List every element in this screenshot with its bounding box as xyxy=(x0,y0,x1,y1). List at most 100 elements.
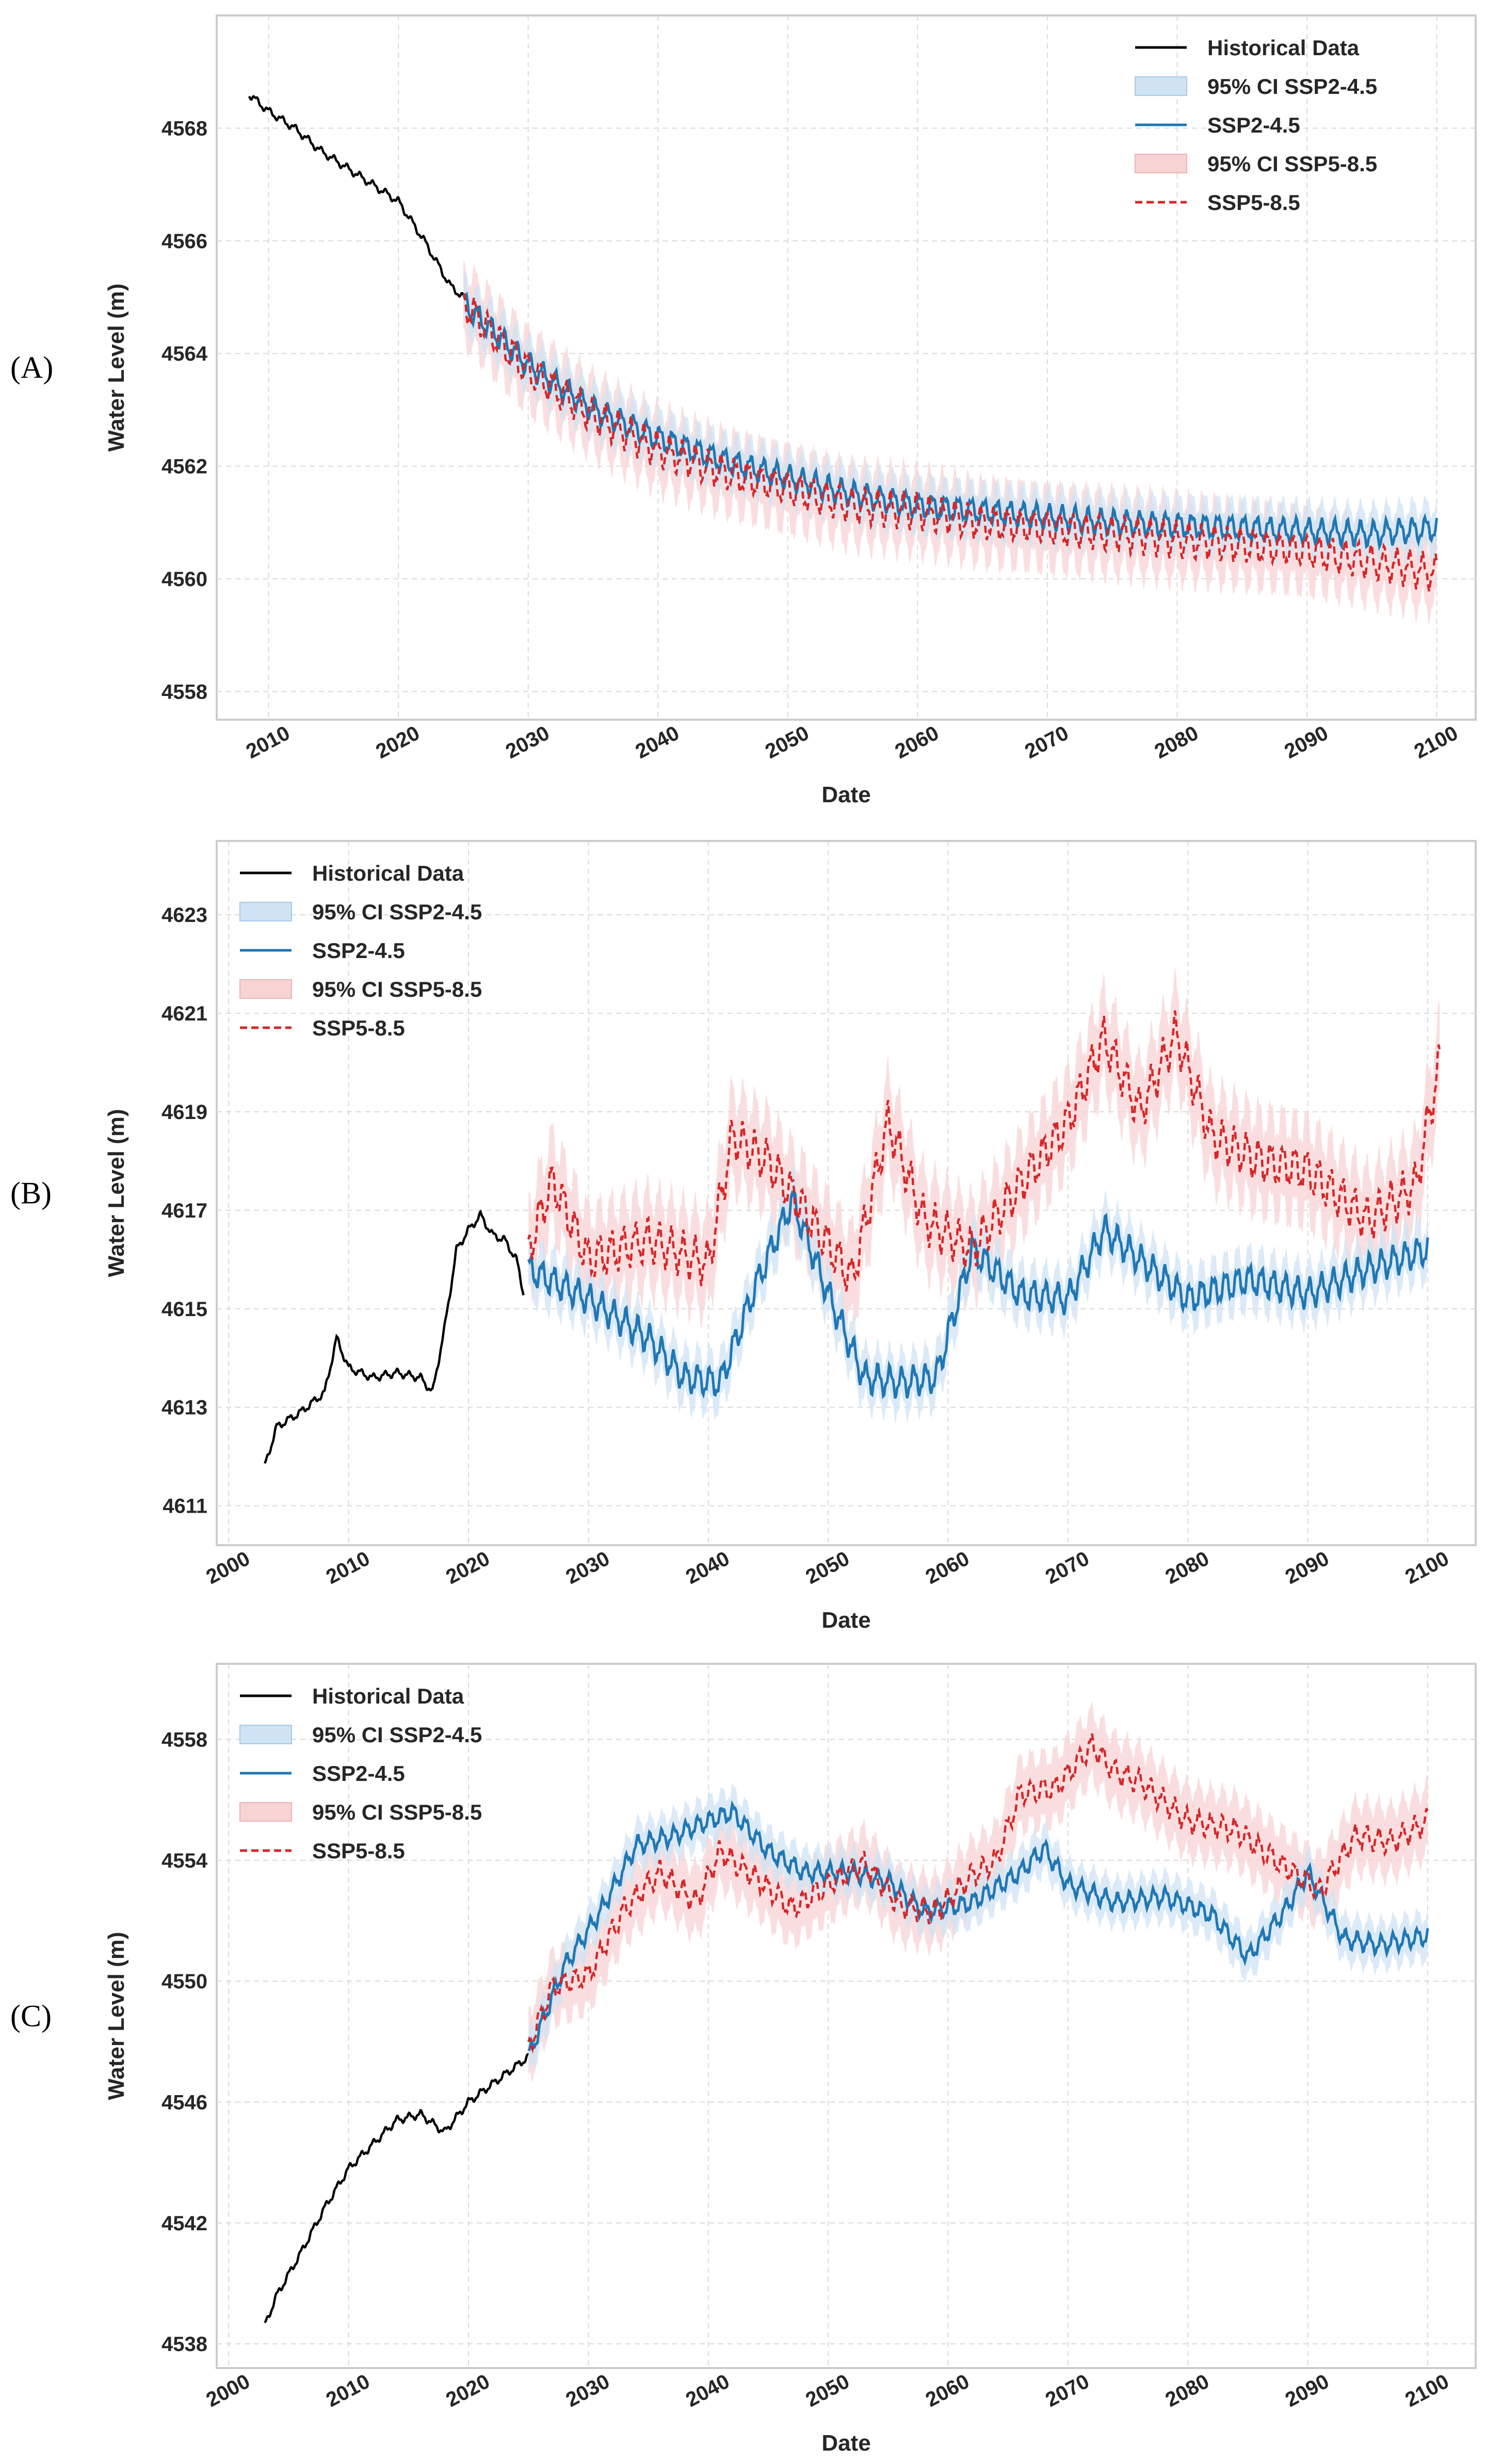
x-tick-label: 2060 xyxy=(891,722,942,764)
y-tick-label: 4621 xyxy=(161,1002,207,1025)
x-tick-label: 2020 xyxy=(442,1547,493,1589)
y-tick-label: 4568 xyxy=(161,117,207,140)
legend-swatch-ci-ssp245 xyxy=(1135,76,1187,96)
series-line-historical xyxy=(248,95,464,298)
legend-label: SSP2-4.5 xyxy=(312,1761,405,1786)
y-tick-label: 4566 xyxy=(161,230,207,253)
legend-label: SSP5-8.5 xyxy=(312,1839,405,1863)
y-tick-label: 4613 xyxy=(161,1397,207,1419)
x-tick-label: 2000 xyxy=(202,2370,253,2412)
legend-label: Historical Data xyxy=(312,861,464,885)
x-tick-label: 2040 xyxy=(632,722,683,764)
panel-label: (C) xyxy=(10,1999,52,2033)
series-line-historical xyxy=(264,2053,529,2324)
x-tick-label: 2020 xyxy=(372,722,423,764)
legend-label: 95% CI SSP5-8.5 xyxy=(312,1800,482,1824)
legend: Historical Data 95% CI SSP2-4.5 SSP2-4.5 95… xyxy=(239,861,482,1040)
x-tick-label: 2080 xyxy=(1151,722,1202,764)
x-tick-label: 2040 xyxy=(682,1547,733,1589)
legend-label: Historical Data xyxy=(1207,36,1360,60)
legend-swatch-ci-ssp245 xyxy=(239,1725,292,1744)
y-tick-label: 4546 xyxy=(161,2091,207,2114)
x-tick-label: 2020 xyxy=(442,2370,493,2412)
x-tick-label: 2100 xyxy=(1401,2370,1452,2412)
legend-swatch-ci-ssp585 xyxy=(239,1802,292,1822)
panel-label: (B) xyxy=(10,1176,52,1210)
x-tick-label: 2010 xyxy=(322,1547,374,1589)
x-tick-label: 2100 xyxy=(1411,722,1462,764)
y-tick-label: 4558 xyxy=(161,680,207,703)
y-tick-label: 4542 xyxy=(161,2212,207,2235)
x-tick-label: 2090 xyxy=(1282,1547,1333,1589)
x-tick-label: 2040 xyxy=(682,2370,733,2412)
x-tick-label: 2050 xyxy=(762,722,813,764)
panel-label: (A) xyxy=(10,351,53,385)
x-tick-label: 2030 xyxy=(562,2370,613,2412)
x-tick-label: 2010 xyxy=(322,2370,374,2412)
series-line-ssp245 xyxy=(527,1800,1429,2052)
legend-label: SSP2-4.5 xyxy=(312,938,405,963)
series-line-ssp245 xyxy=(462,291,1438,552)
x-tick-label: 2050 xyxy=(802,1547,853,1589)
plot-area xyxy=(216,1663,1477,2369)
y-axis-label: Water Level (m) xyxy=(104,1932,129,2100)
x-tick-label: 2100 xyxy=(1401,1547,1452,1589)
legend-swatch-ci-ssp585 xyxy=(1135,154,1187,173)
legend: Historical Data 95% CI SSP2-4.5 SSP2-4.5 95… xyxy=(1135,36,1377,215)
x-tick-label: 2080 xyxy=(1161,1547,1213,1589)
panel-3: 2000 2010 2020 2030 2040 2050 2060 2070 2080 2090… xyxy=(10,1663,1477,2456)
y-tick-label: 4560 xyxy=(161,568,207,591)
x-tick-label: 2090 xyxy=(1281,722,1332,764)
x-tick-label: 2090 xyxy=(1282,2370,1333,2412)
y-tick-label: 4617 xyxy=(161,1199,207,1222)
legend-label: 95% CI SSP5-8.5 xyxy=(312,977,482,1001)
x-tick-label: 2030 xyxy=(502,722,553,764)
x-tick-label: 2070 xyxy=(1021,722,1072,764)
y-tick-label: 4615 xyxy=(161,1298,207,1321)
panel-1: 2010 2020 2030 2040 2050 2060 2070 2080 2090 2100… xyxy=(10,14,1477,807)
x-tick-label: 2070 xyxy=(1042,1547,1093,1589)
series-line-ssp585 xyxy=(527,1010,1441,1292)
legend-label: Historical Data xyxy=(312,1684,464,1708)
x-tick-label: 2060 xyxy=(922,1547,973,1589)
x-tick-label: 2010 xyxy=(243,722,294,764)
x-axis-label: Date xyxy=(821,1608,870,1633)
x-tick-label: 2080 xyxy=(1161,2370,1213,2412)
legend-label: SSP5-8.5 xyxy=(312,1016,405,1040)
legend-swatch-ci-ssp245 xyxy=(239,902,292,921)
y-axis-label: Water Level (m) xyxy=(104,1109,129,1277)
panel-2: 2000 2010 2020 2030 2040 2050 2060 2070 2080 2090… xyxy=(10,840,1477,1633)
series-line-ssp245 xyxy=(527,1187,1429,1399)
x-tick-label: 2070 xyxy=(1042,2370,1093,2412)
legend-label: SSP5-8.5 xyxy=(1207,190,1300,215)
x-tick-label: 2050 xyxy=(802,2370,853,2412)
plot-area xyxy=(216,14,1477,721)
legend-label: 95% CI SSP2-4.5 xyxy=(312,1723,482,1747)
x-tick-label: 2000 xyxy=(202,1547,253,1589)
legend-label: SSP2-4.5 xyxy=(1207,113,1300,137)
y-tick-label: 4550 xyxy=(161,1970,207,1993)
series-line-historical xyxy=(263,1209,525,1464)
legend-label: 95% CI SSP2-4.5 xyxy=(312,900,482,924)
x-tick-label: 2060 xyxy=(922,2370,973,2412)
ci-band-ssp245 xyxy=(528,1783,1428,2072)
y-tick-label: 4611 xyxy=(163,1495,207,1518)
y-tick-label: 4538 xyxy=(161,2333,207,2356)
y-tick-label: 4564 xyxy=(161,343,208,365)
x-axis-label: Date xyxy=(821,782,870,807)
y-tick-label: 4558 xyxy=(161,1728,207,1751)
legend: Historical Data 95% CI SSP2-4.5 SSP2-4.5 95… xyxy=(239,1684,482,1863)
series-line-ssp585 xyxy=(463,293,1438,592)
x-tick-label: 2030 xyxy=(562,1547,613,1589)
legend-swatch-ci-ssp585 xyxy=(239,979,292,999)
y-axis-label: Water Level (m) xyxy=(104,283,129,451)
y-tick-label: 4562 xyxy=(161,456,207,478)
legend-label: 95% CI SSP5-8.5 xyxy=(1207,152,1377,176)
y-tick-label: 4623 xyxy=(161,904,207,927)
y-tick-label: 4554 xyxy=(161,1850,208,1872)
x-axis-label: Date xyxy=(821,2430,870,2456)
series-line-ssp585 xyxy=(527,1733,1429,2054)
y-tick-label: 4619 xyxy=(161,1101,207,1124)
legend-label: 95% CI SSP2-4.5 xyxy=(1207,74,1377,99)
